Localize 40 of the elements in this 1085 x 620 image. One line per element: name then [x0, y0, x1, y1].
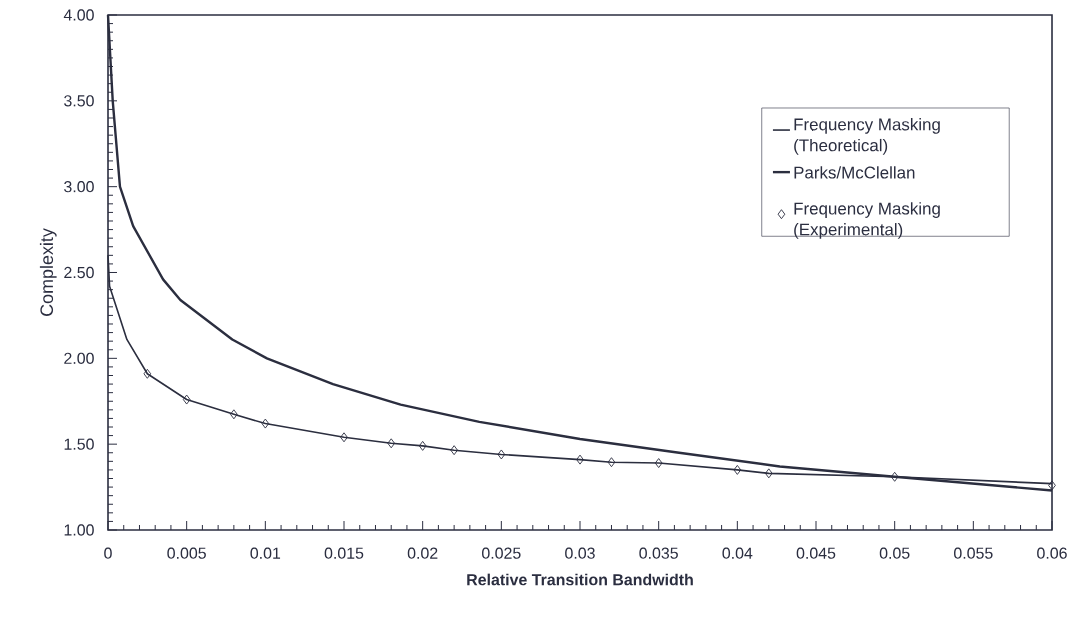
y-tick-label: 3.50: [64, 95, 94, 107]
x-axis-title: Relative Transition Bandwidth: [467, 573, 693, 586]
y-tick-label: 2.50: [64, 266, 94, 279]
y-axis-title: Complexity: [39, 228, 57, 316]
point: [497, 449, 506, 460]
legend-label: Frequency Masking (Experimental): [794, 202, 940, 239]
legend-label: Parks/McClellan: [794, 166, 915, 179]
point: [418, 440, 427, 451]
x-tick-label: 0.01: [250, 547, 281, 559]
point: [890, 471, 899, 482]
x-tick-label: 0.05: [879, 547, 910, 559]
y-tick-label: 1.50: [64, 438, 94, 450]
point: [576, 454, 584, 465]
y-tick-label: 3.00: [64, 181, 94, 193]
x-tick-label: 0.035: [639, 547, 678, 559]
point: [654, 458, 663, 468]
x-tick-label: 0.045: [796, 547, 836, 559]
x-tick-label: 0.03: [565, 547, 595, 559]
x-tick-label: 0: [104, 547, 112, 559]
y-tick-label: 4.00: [63, 9, 94, 21]
point: [261, 418, 270, 429]
point: [607, 457, 616, 468]
point: [733, 464, 742, 475]
point: [182, 394, 191, 405]
x-tick-label: 0.005: [167, 547, 206, 559]
x-tick-label: 0.02: [407, 547, 438, 559]
point: [450, 445, 458, 456]
x-tick-label: 0.025: [482, 547, 521, 559]
x-tick-label: 0.06: [1037, 547, 1067, 559]
x-tick-label: 0.04: [722, 547, 753, 559]
point: [764, 468, 773, 479]
point: [387, 438, 396, 449]
point: [230, 409, 238, 420]
y-tick-label: 2.00: [64, 352, 94, 364]
y-tick-label: 1.00: [64, 524, 94, 536]
point: [340, 432, 348, 443]
legend-label: Frequency Masking (Theoretical): [794, 117, 940, 155]
x-tick-label: 0.055: [954, 547, 993, 559]
point: [143, 368, 152, 379]
x-tick-label: 0.015: [324, 547, 364, 559]
